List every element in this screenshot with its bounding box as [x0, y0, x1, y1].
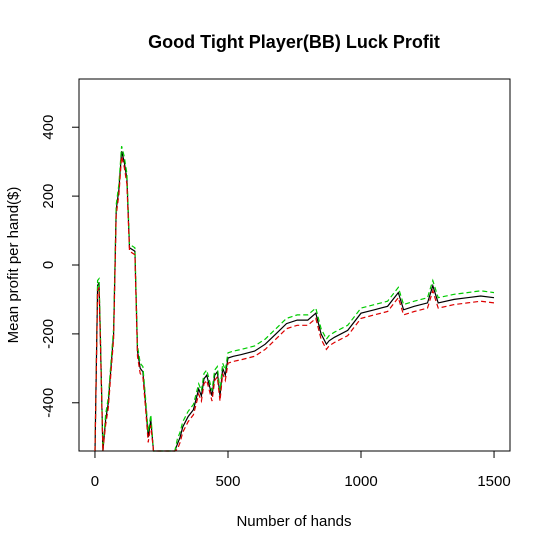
x-tick-label: 1000 [344, 473, 377, 490]
series-line-1 [94, 151, 495, 452]
y-tick-label: 0 [40, 261, 57, 269]
x-tick-label: 500 [215, 473, 240, 490]
x-tick-label: 1500 [477, 473, 510, 490]
y-tick-label: 400 [40, 115, 57, 140]
y-tick-label: 200 [40, 184, 57, 209]
series-line-2 [94, 146, 495, 452]
series-line-3 [94, 156, 495, 452]
y-tick-label: -400 [40, 388, 57, 418]
y-tick-label: -200 [40, 319, 57, 349]
axis-layer: 0 500 1000 1500 -400 -200 0 200 400 [40, 115, 511, 490]
plot-frame [78, 78, 511, 452]
x-tick-label: 0 [91, 473, 99, 490]
series-layer [94, 146, 495, 452]
x-axis-label: Number of hands [236, 513, 351, 530]
chart-title: Good Tight Player(BB) Luck Profit [148, 32, 440, 52]
y-axis-label: Mean profit per hand($) [5, 187, 22, 344]
